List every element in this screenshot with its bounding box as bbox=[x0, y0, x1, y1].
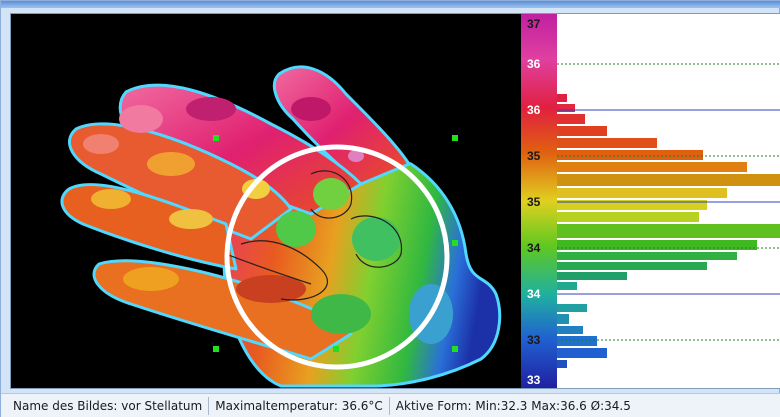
scale-label: 33 bbox=[527, 333, 541, 347]
color-scale-bar bbox=[521, 14, 557, 388]
histogram-bar bbox=[557, 114, 585, 124]
thermal-image-view[interactable] bbox=[11, 14, 521, 388]
histogram-bar bbox=[557, 94, 567, 102]
status-max-temperature: Maximaltemperatur: 36.6°C bbox=[209, 397, 390, 415]
scale-label: 34 bbox=[527, 287, 541, 301]
square-handle-icon bbox=[452, 346, 458, 352]
square-handle-icon bbox=[213, 135, 219, 141]
status-image-name: Name des Bildes: vor Stellatum bbox=[7, 397, 210, 415]
histogram-bar bbox=[557, 272, 627, 280]
histogram-bar bbox=[557, 104, 575, 112]
histogram-bar bbox=[557, 240, 757, 250]
scale-label: 37 bbox=[527, 17, 541, 31]
scale-reference-lines bbox=[557, 63, 780, 341]
status-bar: Name des Bildes: vor Stellatum Maximalte… bbox=[1, 393, 780, 417]
histogram-graphic: 37 36 36 35 35 34 34 33 33 bbox=[521, 14, 780, 388]
histogram-bar bbox=[557, 200, 707, 210]
scale-label: 36 bbox=[527, 57, 541, 71]
thermal-blotches bbox=[83, 97, 453, 344]
scale-label: 35 bbox=[527, 195, 541, 209]
square-handle-icon bbox=[333, 346, 339, 352]
histogram-bar bbox=[557, 188, 727, 198]
square-handle-icon bbox=[452, 135, 458, 141]
roi-circle-icon[interactable] bbox=[224, 144, 450, 370]
scale-label: 33 bbox=[527, 373, 541, 387]
histogram-bar bbox=[557, 126, 607, 136]
histogram-bar bbox=[557, 282, 577, 290]
histogram-bar bbox=[557, 360, 567, 368]
histogram-bar bbox=[557, 138, 657, 148]
roi-handles[interactable] bbox=[213, 135, 458, 352]
histogram-bar bbox=[557, 348, 607, 358]
histogram-bar bbox=[557, 162, 747, 172]
scale-label: 36 bbox=[527, 103, 541, 117]
thermal-hand-image bbox=[60, 65, 502, 388]
temperature-histogram-panel: 37 36 36 35 35 34 34 33 33 bbox=[521, 14, 780, 388]
window-frame bbox=[1, 1, 780, 8]
thermography-content: 37 36 36 35 35 34 34 33 33 bbox=[10, 13, 780, 389]
histogram-bar bbox=[557, 212, 699, 222]
status-active-shape: Aktive Form: Min:32.3 Max:36.6 Ø:34.5 bbox=[395, 399, 631, 413]
histogram-bar bbox=[557, 224, 780, 238]
histogram-bar bbox=[557, 150, 703, 160]
histogram-bar bbox=[557, 174, 780, 186]
histogram-bar bbox=[557, 314, 569, 324]
histogram-bars bbox=[557, 94, 780, 368]
square-handle-icon bbox=[213, 346, 219, 352]
histogram-bar bbox=[557, 304, 587, 312]
contour-lines bbox=[225, 170, 402, 301]
histogram-bar bbox=[557, 262, 707, 270]
histogram-bar bbox=[557, 336, 597, 346]
histogram-bar bbox=[557, 252, 737, 260]
scale-label: 34 bbox=[527, 241, 541, 255]
square-handle-icon bbox=[452, 240, 458, 246]
scale-label: 35 bbox=[527, 149, 541, 163]
histogram-bar bbox=[557, 326, 583, 334]
